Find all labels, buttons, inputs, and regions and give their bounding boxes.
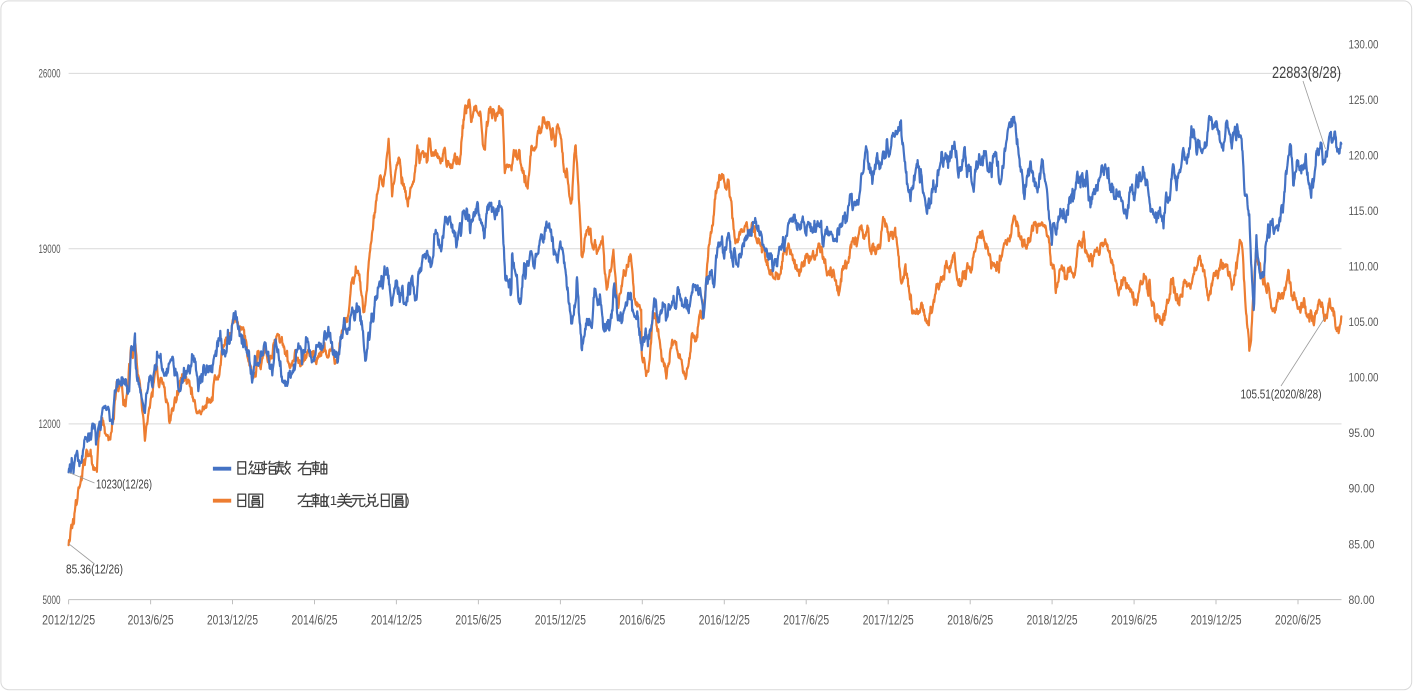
svg-text:80.00: 80.00 [1349,595,1375,607]
svg-text:85.36(12/26): 85.36(12/26) [66,562,123,577]
svg-text:(1: (1 [326,493,338,508]
svg-text:2017/12/25: 2017/12/25 [863,613,914,628]
svg-text:2019/12/25: 2019/12/25 [1191,613,1242,628]
svg-text:2013/12/25: 2013/12/25 [207,613,258,628]
svg-text:2014/6/25: 2014/6/25 [292,613,338,628]
svg-text:110.00: 110.00 [1349,262,1379,274]
svg-text:22883(8/28): 22883(8/28) [1272,63,1341,82]
svg-text:120.00: 120.00 [1349,151,1379,163]
svg-text:130.00: 130.00 [1349,39,1379,51]
svg-text:2015/12/25: 2015/12/25 [535,613,586,628]
svg-text:2018/6/25: 2018/6/25 [947,613,993,628]
svg-text:19000: 19000 [39,244,61,256]
svg-text:105.51(2020/8/28): 105.51(2020/8/28) [1241,387,1322,402]
svg-text:2017/6/25: 2017/6/25 [783,613,829,628]
svg-text:100.00: 100.00 [1349,373,1379,385]
svg-text:2012/12/25: 2012/12/25 [42,613,95,628]
svg-text:10230(12/26): 10230(12/26) [96,477,152,492]
svg-text:26000: 26000 [39,69,61,81]
svg-text:2018/12/25: 2018/12/25 [1027,613,1078,628]
svg-text:2016/12/25: 2016/12/25 [699,613,750,628]
svg-text:115.00: 115.00 [1349,206,1379,218]
svg-text:125.00: 125.00 [1349,95,1379,107]
svg-text:2015/6/25: 2015/6/25 [455,613,501,628]
svg-text:95.00: 95.00 [1349,428,1375,440]
svg-text:12000: 12000 [39,419,61,431]
svg-text:85.00: 85.00 [1349,539,1375,551]
svg-text:2019/6/25: 2019/6/25 [1111,613,1157,628]
svg-text:2020/6/25: 2020/6/25 [1275,613,1321,628]
svg-text:2016/6/25: 2016/6/25 [619,613,665,628]
svg-text:2013/6/25: 2013/6/25 [128,613,174,628]
svg-text:90.00: 90.00 [1349,484,1375,496]
svg-text:105.00: 105.00 [1349,317,1379,329]
svg-text:2014/12/25: 2014/12/25 [371,613,422,628]
svg-text:5000: 5000 [43,595,61,607]
svg-text:): ) [405,493,409,508]
